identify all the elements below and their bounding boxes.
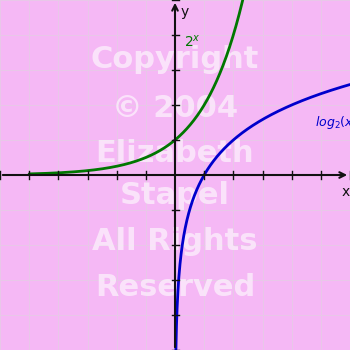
- Text: Copyright: Copyright: [91, 45, 259, 74]
- Text: x: x: [342, 186, 350, 199]
- Text: © 2004: © 2004: [112, 94, 238, 123]
- Text: Stapel: Stapel: [120, 182, 230, 210]
- Text: All Rights: All Rights: [92, 227, 258, 256]
- Text: $log_2(x)$: $log_2(x)$: [315, 114, 350, 131]
- Text: Reserved: Reserved: [95, 273, 255, 301]
- Text: $2^x$: $2^x$: [184, 34, 201, 50]
- Text: y: y: [181, 5, 189, 19]
- Text: Elizabeth: Elizabeth: [96, 140, 254, 168]
